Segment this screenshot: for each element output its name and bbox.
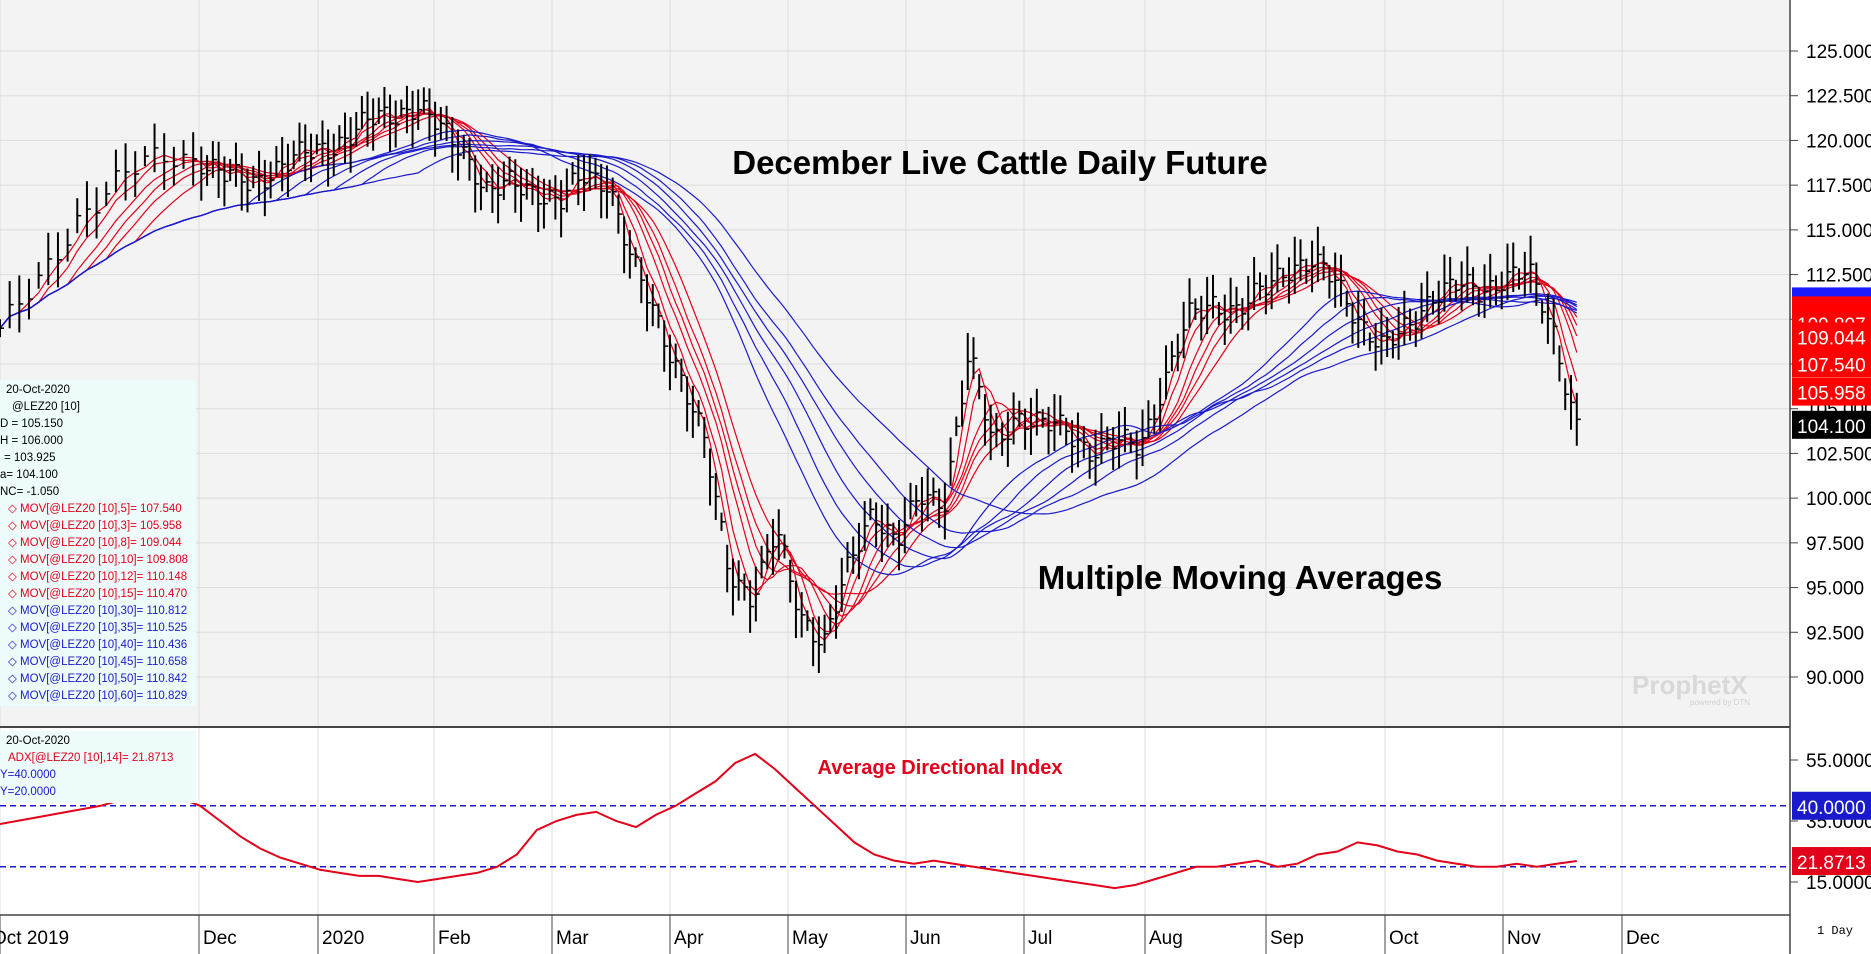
legend-change: NC= -1.050 [0, 486, 60, 498]
prophetx-logo-sub: powered by DTN [1690, 698, 1751, 707]
adx-legend-level-lo: Y=20.0000 [0, 786, 56, 798]
ma-legend-item: ◇ MOV[@LEZ20 [10],60]= 110.829 [8, 690, 188, 702]
y-tick-label: 97.500 [1806, 534, 1864, 555]
chart-subtitle: Multiple Moving Averages [1038, 559, 1443, 596]
y-tick-label: 112.500 [1806, 266, 1871, 287]
x-tick-label: Mar [556, 928, 589, 949]
x-tick-label: Oct 2019 [0, 928, 69, 949]
y-tick-label: 125.000 [1806, 42, 1871, 63]
ma-legend-item: ◇ MOV[@LEZ20 [10],5]= 107.540 [8, 503, 182, 515]
legend-open: D = 105.150 [0, 418, 63, 430]
y-tick-label: 115.000 [1806, 221, 1871, 242]
price-tag [1792, 322, 1871, 351]
legend-high: H = 106.000 [0, 435, 63, 447]
price-tag-label: 104.100 [1797, 417, 1866, 438]
y-tick-label: 120.000 [1806, 131, 1871, 152]
y-tick-label: 117.500 [1806, 176, 1871, 197]
ma-legend-list: ◇ MOV[@LEZ20 [10],5]= 107.540 ◇ MOV[@LEZ2… [0, 501, 190, 705]
adx-series-line [0, 752, 1577, 890]
adx-y-tick-label: 15.0000 [1806, 873, 1871, 894]
x-tick-label: Jun [910, 928, 941, 949]
adx-value-tag [1792, 847, 1871, 876]
x-tick-label: May [792, 928, 828, 949]
x-axis: Oct 2019 Dec 2020 Feb Mar Apr May Jun Jul Aug Sep O… [0, 915, 1660, 954]
adx-y-tick-label: 55.0000 [1806, 751, 1871, 772]
adx-legend-date: 20-Oct-2020 [6, 735, 70, 747]
ma-legend-item: ◇ MOV[@LEZ20 [10],12]= 110.148 [8, 571, 188, 583]
x-tick-label: Oct [1389, 928, 1419, 949]
x-tick-label: Jul [1028, 928, 1052, 949]
x-tick-label: Sep [1270, 928, 1304, 949]
ma-legend-item: ◇ MOV[@LEZ20 [10],3]= 105.958 [8, 520, 182, 532]
moving-average-lines [0, 107, 1578, 641]
price-tag-label: 109.044 [1797, 328, 1866, 349]
ma-line [0, 149, 1577, 515]
chart-title: December Live Cattle Daily Future [732, 144, 1268, 181]
x-tick-label: Dec [203, 928, 237, 949]
interval-label[interactable]: 1 Day [1817, 924, 1853, 938]
adx-title: Average Directional Index [818, 757, 1063, 779]
ma-legend-item: ◇ MOV[@LEZ20 [10],30]= 110.812 [8, 605, 188, 617]
adx-level-tag [1792, 791, 1871, 820]
ma-legend-item: ◇ MOV[@LEZ20 [10],15]= 110.470 [8, 588, 188, 600]
ma-legend-item: ◇ MOV[@LEZ20 [10],50]= 110.842 [8, 673, 188, 685]
adx-legend: 20-Oct-2020 ADX[@LEZ20 [10],14]= 21.8713… [0, 731, 196, 803]
legend-low: = 103.925 [4, 452, 56, 464]
x-tick-label: Apr [674, 928, 704, 949]
ma-line [0, 139, 1578, 560]
x-tick-label: Nov [1507, 928, 1541, 949]
adx-line [0, 752, 1577, 890]
y-tick-label: 95.000 [1806, 579, 1864, 600]
price-bars [0, 85, 1581, 674]
x-tick-label: Dec [1626, 928, 1660, 949]
ma-legend-item: ◇ MOV[@LEZ20 [10],40]= 110.436 [8, 639, 188, 651]
ma-line [0, 115, 1578, 595]
x-tick-label: Aug [1149, 928, 1183, 949]
ma-legend-item: ◇ MOV[@LEZ20 [10],10]= 109.808 [8, 554, 189, 566]
ma-line [0, 112, 1578, 626]
y-tick-label: 92.500 [1806, 623, 1864, 644]
price-tag [1792, 349, 1871, 378]
adx-value-tag-label: 21.8713 [1797, 853, 1866, 874]
ma-line [0, 129, 1578, 576]
ma-legend-item: ◇ MOV[@LEZ20 [10],8]= 109.044 [8, 537, 182, 549]
y-tick-label: 102.500 [1806, 444, 1871, 465]
price-tag [1792, 410, 1871, 439]
main-legend: 20-Oct-2020 @LEZ20 [10] D = 105.150 H = … [0, 380, 196, 706]
ma-line [0, 113, 1578, 607]
adx-level-tag-label: 40.0000 [1797, 798, 1866, 819]
legend-symbol: @LEZ20 [10] [12, 401, 80, 413]
price-tag-label: 107.540 [1797, 355, 1866, 376]
ma-line [0, 134, 1578, 568]
price-tag-label: 105.958 [1797, 384, 1866, 405]
price-tag [1792, 377, 1871, 406]
x-tick-label: Feb [438, 928, 471, 949]
adx-legend-level-hi: Y=40.0000 [0, 769, 56, 781]
y-tick-label: 100.000 [1806, 489, 1871, 510]
legend-last: a= 104.100 [0, 469, 58, 481]
ma-legend-item: ◇ MOV[@LEZ20 [10],45]= 110.658 [8, 656, 188, 668]
adx-legend-line: ADX[@LEZ20 [10],14]= 21.8713 [8, 752, 174, 764]
prophetx-logo: ProphetX [1632, 670, 1748, 700]
ma-line [0, 112, 1578, 617]
ma-legend-item: ◇ MOV[@LEZ20 [10],35]= 110.525 [8, 622, 188, 634]
main-grid [0, 0, 1790, 915]
y-tick-label: 90.000 [1806, 668, 1864, 689]
y-tick-label: 122.500 [1806, 87, 1871, 108]
adx-plot-bg [0, 733, 1790, 915]
legend-date: 20-Oct-2020 [6, 384, 70, 396]
x-tick-label: 2020 [322, 928, 364, 949]
